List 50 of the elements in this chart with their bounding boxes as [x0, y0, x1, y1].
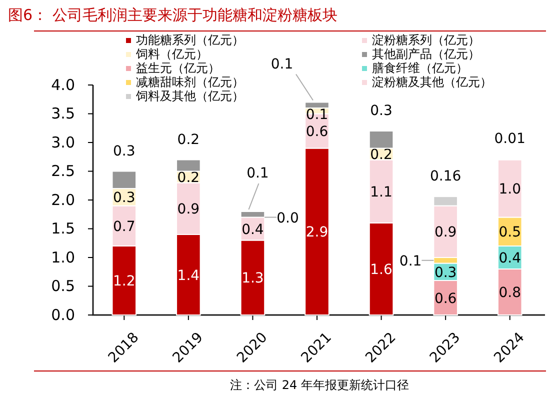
y-tick-label: 2.5 — [51, 162, 75, 180]
legend-label: 膳食纤维（亿元） — [372, 61, 468, 75]
data-label: 0.1 — [306, 106, 328, 123]
data-label: 0.3 — [113, 143, 136, 160]
legend-label: 淀粉糖及其他（亿元） — [372, 75, 492, 89]
y-tick-label: 2.0 — [51, 190, 75, 209]
y-tick-label: 3.5 — [51, 104, 75, 123]
data-label: 0.7 — [113, 218, 136, 235]
y-tick-label: 1.0 — [51, 248, 75, 266]
y-tick-label: 0.5 — [51, 277, 75, 296]
data-label: 0.1 — [270, 56, 294, 72]
data-label: 1.6 — [370, 262, 393, 278]
legend-label: 益生元（亿元） — [136, 61, 220, 75]
data-label: 0.4 — [242, 222, 264, 238]
data-label: 1.3 — [242, 270, 264, 287]
data-label: 0.1 — [246, 166, 269, 182]
data-label: 0.01 — [494, 131, 526, 148]
data-label: 0.6 — [306, 124, 328, 140]
data-label: 0.1 — [399, 253, 422, 270]
data-label: 0.5 — [498, 224, 521, 241]
data-label: 0.2 — [177, 170, 200, 186]
legend-label: 饲料及其他（亿元） — [135, 89, 244, 103]
data-label: 0.4 — [498, 250, 522, 266]
data-label: 0.9 — [177, 202, 200, 218]
data-label: 1.0 — [498, 182, 521, 198]
data-label: 2.9 — [306, 224, 328, 241]
data-label: 0.2 — [177, 132, 200, 148]
data-label: 0.3 — [434, 264, 457, 281]
data-label: 1.2 — [113, 274, 136, 290]
legend-label: 饲料（亿元） — [135, 47, 208, 61]
data-label: 0.8 — [498, 285, 521, 301]
data-label: 1.4 — [177, 268, 200, 284]
legend-label: 其他副产品（亿元） — [372, 47, 480, 61]
y-tick-label: 1.5 — [51, 220, 75, 238]
data-label: 0.9 — [434, 224, 457, 241]
data-label: 0.6 — [434, 290, 457, 307]
legend-label: 减糖甜味剂（亿元） — [136, 75, 244, 89]
data-label: 0.3 — [370, 103, 392, 119]
data-label: 1.1 — [370, 184, 392, 200]
legend-label: 淀粉糖系列（亿元） — [372, 33, 480, 47]
text: 注：公司 24 年年报更新统计口径 — [230, 378, 409, 392]
data-label: 0.2 — [370, 147, 392, 163]
chart-title: 图6： 公司毛利润主要来源于功能糖和淀粉糖板块 — [8, 6, 338, 24]
y-tick-label: 3.0 — [51, 133, 75, 152]
y-tick-label: 0.0 — [51, 306, 75, 324]
legend-label: 功能糖系列（亿元） — [136, 33, 244, 47]
data-label: 0.16 — [430, 168, 462, 185]
annotation: 0.0 — [276, 210, 299, 226]
y-tick-label: 4.0 — [51, 76, 75, 94]
data-label: 0.3 — [113, 190, 136, 206]
